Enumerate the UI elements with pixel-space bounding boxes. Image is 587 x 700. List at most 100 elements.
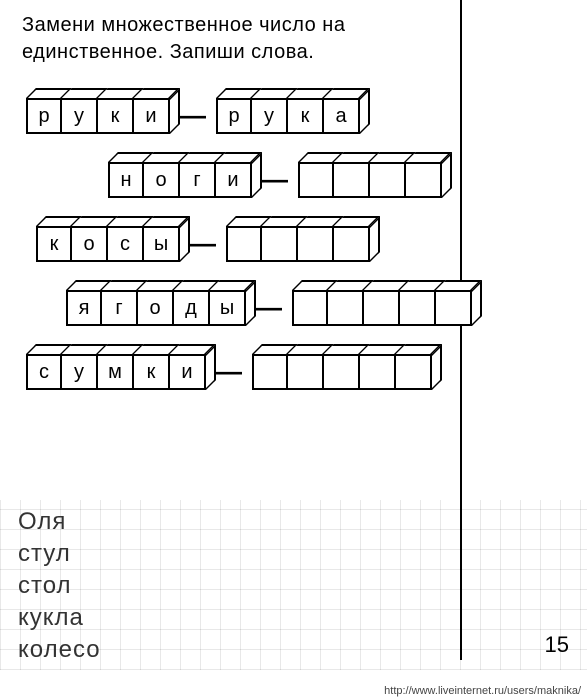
cube-letter: с xyxy=(108,226,144,262)
cube xyxy=(360,354,396,390)
cube: с xyxy=(26,354,62,390)
cube xyxy=(324,354,360,390)
cube: и xyxy=(134,98,170,134)
cube-letter: и xyxy=(216,162,252,198)
cube-letter xyxy=(406,162,442,198)
cube-letter xyxy=(298,162,334,198)
word-list-item: стол xyxy=(18,570,101,602)
instruction-text: Замени множественное число на единственн… xyxy=(22,12,442,66)
cube-letter: с xyxy=(26,354,62,390)
cube-letter xyxy=(396,354,432,390)
cube-letter: к xyxy=(36,226,72,262)
cube xyxy=(328,290,364,326)
word-list: Олястулстолкуклаколесо xyxy=(18,506,101,666)
cube-letter: г xyxy=(102,290,138,326)
cube-letter: и xyxy=(170,354,206,390)
cube-letter xyxy=(364,290,400,326)
word-list-item: Оля xyxy=(18,506,101,538)
instruction-line2: единственное. Запиши слова. xyxy=(22,41,314,63)
cube-letter xyxy=(324,354,360,390)
cube-letter xyxy=(334,162,370,198)
cube: ы xyxy=(210,290,246,326)
cube: и xyxy=(216,162,252,198)
cube: к xyxy=(134,354,170,390)
cube xyxy=(400,290,436,326)
word-list-item: стул xyxy=(18,538,101,570)
cube xyxy=(406,162,442,198)
cube xyxy=(252,354,288,390)
cube-letter: м xyxy=(98,354,134,390)
cube-rows: руки—руканоги—косы—ягоды—сумки— xyxy=(22,88,442,390)
cube-letter: о xyxy=(144,162,180,198)
word-list-item: кукла xyxy=(18,602,101,634)
cube-row: ягоды — xyxy=(66,280,442,326)
cube xyxy=(370,162,406,198)
cube-letter xyxy=(288,354,324,390)
cube-strip xyxy=(298,152,442,198)
cube: д xyxy=(174,290,210,326)
cube: ы xyxy=(144,226,180,262)
cube-letter: к xyxy=(134,354,170,390)
cube-letter xyxy=(370,162,406,198)
cube-letter: у xyxy=(62,354,98,390)
cube-letter xyxy=(226,226,262,262)
cube-strip: сумки xyxy=(26,344,206,390)
cube-letter: о xyxy=(72,226,108,262)
cube: у xyxy=(62,354,98,390)
cube-strip: ноги xyxy=(108,152,252,198)
cube xyxy=(292,290,328,326)
cube: а xyxy=(324,98,360,134)
cube-letter: г xyxy=(180,162,216,198)
cube-letter: у xyxy=(62,98,98,134)
cube-letter: и xyxy=(134,98,170,134)
cube: р xyxy=(216,98,252,134)
cube xyxy=(298,226,334,262)
cube: у xyxy=(62,98,98,134)
cube xyxy=(334,226,370,262)
cube: у xyxy=(252,98,288,134)
cube-strip xyxy=(252,344,432,390)
cube-strip: руки xyxy=(26,88,170,134)
cube-strip xyxy=(226,216,370,262)
cube-row: руки—рука xyxy=(26,88,442,134)
cube-row: ноги— xyxy=(108,152,442,198)
cube-strip: ягоды xyxy=(66,280,246,326)
cube-strip: рука xyxy=(216,88,360,134)
cube: с xyxy=(108,226,144,262)
cube: р xyxy=(26,98,62,134)
cube xyxy=(364,290,400,326)
cube-letter xyxy=(292,290,328,326)
cube: г xyxy=(180,162,216,198)
cube-letter: у xyxy=(252,98,288,134)
cube-letter: о xyxy=(138,290,174,326)
cube-strip xyxy=(292,280,472,326)
cube-letter xyxy=(436,290,472,326)
page-number: 15 xyxy=(545,632,569,658)
cube: к xyxy=(98,98,134,134)
cube: к xyxy=(288,98,324,134)
cube-letter xyxy=(400,290,436,326)
dash-separator: — xyxy=(256,294,282,320)
cube-letter: ы xyxy=(144,226,180,262)
cube: н xyxy=(108,162,144,198)
cube: о xyxy=(72,226,108,262)
cube-letter: р xyxy=(26,98,62,134)
cube-letter xyxy=(298,226,334,262)
cube: я xyxy=(66,290,102,326)
cube-letter xyxy=(360,354,396,390)
cube-row: сумки — xyxy=(26,344,442,390)
cube-letter: д xyxy=(174,290,210,326)
cube-letter: ы xyxy=(210,290,246,326)
cube-letter: н xyxy=(108,162,144,198)
cube-letter xyxy=(252,354,288,390)
cube xyxy=(298,162,334,198)
cube-letter: к xyxy=(98,98,134,134)
cube-letter: а xyxy=(324,98,360,134)
dash-separator: — xyxy=(216,358,242,384)
cube-letter: к xyxy=(288,98,324,134)
cube-letter xyxy=(328,290,364,326)
instruction-line1: Замени множественное число на xyxy=(22,14,345,36)
cube: г xyxy=(102,290,138,326)
cube-strip: косы xyxy=(36,216,180,262)
cube xyxy=(334,162,370,198)
